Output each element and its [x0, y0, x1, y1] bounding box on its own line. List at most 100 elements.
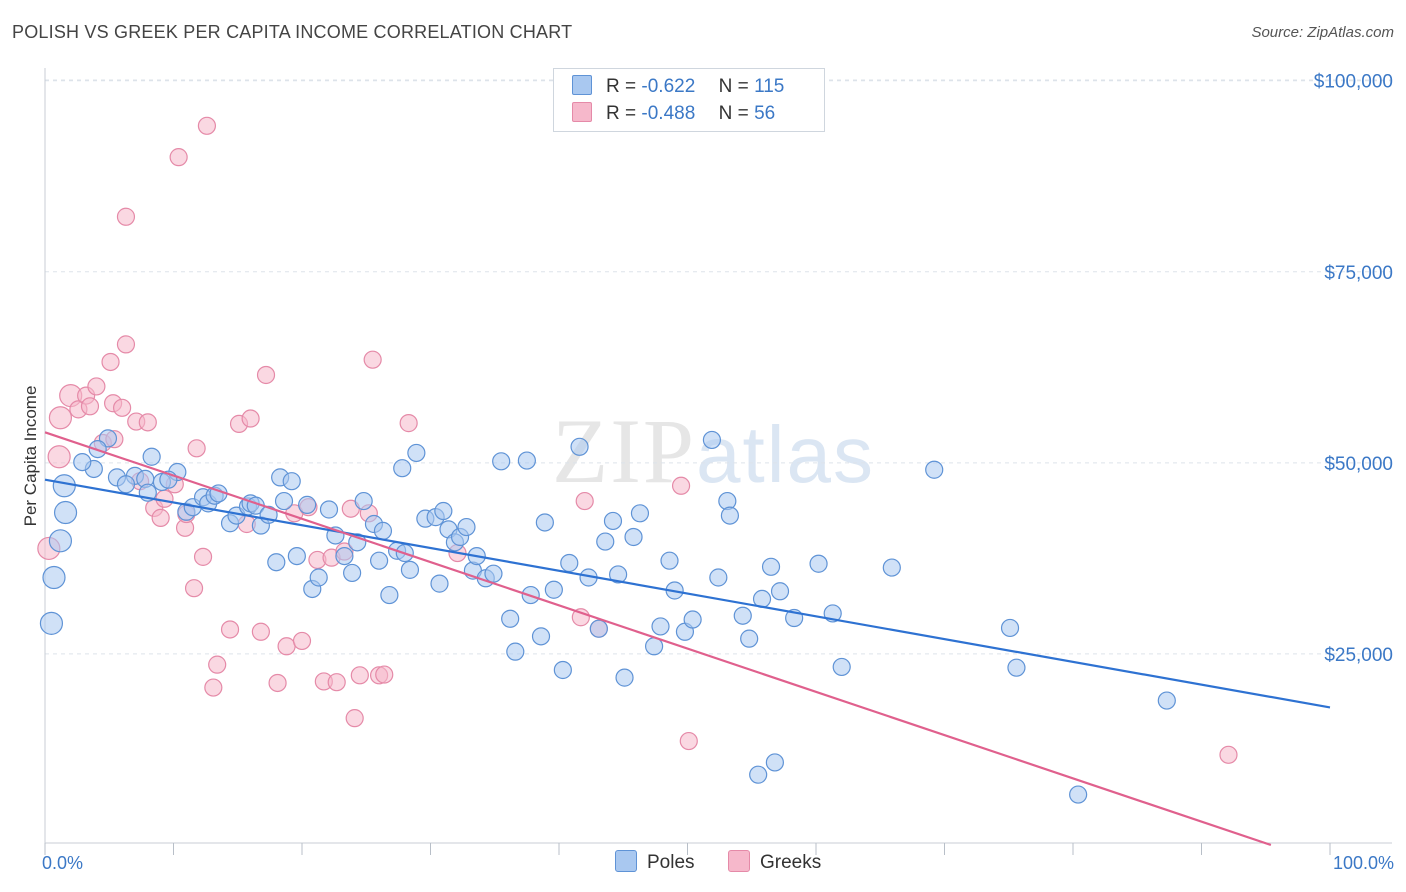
- poles-point: [733, 606, 752, 625]
- poles-point: [506, 642, 525, 661]
- tick-labels: $25,000 $50,000 $75,000 $100,000 0.0% 100.0%: [42, 72, 1394, 873]
- poles-swatch: [572, 75, 592, 95]
- legend-row-poles: R = -0.622 N = 115: [572, 75, 784, 101]
- poles-point: [434, 501, 453, 521]
- poles-point: [39, 611, 64, 635]
- legend-greeks-r-label: R =: [606, 103, 637, 124]
- poles-point: [380, 585, 399, 605]
- greeks-point: [101, 352, 120, 372]
- legend-poles-r-value: -0.622: [641, 76, 696, 97]
- greeks-point: [48, 406, 73, 430]
- greeks-point: [138, 413, 157, 432]
- greeks-point: [47, 445, 71, 469]
- y-tick-label: $50,000: [1324, 454, 1393, 475]
- poles-point: [319, 500, 339, 519]
- poles-point: [492, 452, 511, 471]
- greeks-point: [112, 398, 132, 417]
- legend-poles-r-label: R =: [606, 76, 637, 97]
- poles-point: [809, 554, 828, 573]
- y-axis-label: Per Capita Income: [21, 386, 40, 527]
- poles-point: [596, 532, 615, 551]
- greeks-point: [87, 377, 106, 396]
- greeks-point: [193, 547, 213, 566]
- poles-point: [660, 551, 679, 570]
- poles-point: [531, 627, 551, 646]
- legend-greeks-label: Greeks: [760, 852, 822, 873]
- poles-point: [709, 568, 728, 587]
- source-label: Source: ZipAtlas.com: [1251, 24, 1394, 41]
- poles-point: [702, 430, 722, 450]
- x-tick-label-min: 0.0%: [42, 853, 83, 873]
- legend-poles-n-label: N =: [718, 76, 749, 97]
- poles-point: [749, 765, 768, 784]
- y-tick-label: $75,000: [1324, 263, 1393, 284]
- poles-point: [142, 447, 161, 466]
- greeks-point: [1219, 745, 1238, 764]
- greeks-point: [671, 476, 691, 495]
- poles-point: [335, 546, 354, 566]
- poles-point: [343, 563, 362, 583]
- poles-point: [309, 568, 328, 587]
- greeks-legend-swatch: [728, 850, 750, 872]
- greeks-point: [169, 148, 188, 167]
- poles-point: [1157, 691, 1176, 710]
- poles-point: [925, 460, 944, 479]
- greeks-point: [375, 665, 394, 684]
- poles-point: [720, 506, 740, 525]
- trend-lines: [44, 431, 1331, 847]
- poles-point: [370, 551, 389, 570]
- poles-point: [630, 504, 650, 523]
- poles-point: [430, 574, 449, 593]
- poles-point: [570, 437, 589, 456]
- poles-point: [615, 668, 634, 687]
- legend-greeks-n-label: N =: [718, 103, 749, 124]
- greeks-point: [251, 622, 270, 641]
- poles-point: [267, 553, 286, 572]
- poles-point: [298, 495, 317, 514]
- axes: [44, 68, 1392, 855]
- poles-point: [683, 610, 702, 629]
- poles-point: [373, 521, 393, 540]
- greeks-point: [575, 491, 594, 511]
- legend-poles-label: Poles: [647, 852, 695, 873]
- greeks-point: [197, 116, 217, 135]
- poles-point: [740, 629, 759, 648]
- poles-point: [609, 565, 628, 584]
- poles-legend-swatch: [615, 850, 637, 872]
- greeks-point: [327, 673, 346, 692]
- poles-point: [1000, 618, 1020, 638]
- poles-point: [484, 564, 503, 583]
- poles-point: [1069, 785, 1088, 804]
- greeks-point: [220, 620, 240, 639]
- poles-point: [287, 546, 306, 566]
- poles-point: [535, 513, 554, 532]
- greeks-point: [350, 666, 369, 685]
- greeks-point: [399, 414, 418, 433]
- greeks-point: [268, 673, 287, 693]
- legend-item-greeks[interactable]: Greeks: [728, 850, 821, 874]
- poles-point: [501, 609, 520, 628]
- greeks-trend-line: [44, 431, 1272, 847]
- legend-item-poles[interactable]: Poles: [615, 850, 695, 874]
- poles-point: [400, 560, 420, 579]
- greeks-point: [208, 655, 227, 674]
- poles-point: [407, 443, 426, 463]
- poles-point: [42, 565, 66, 590]
- greeks-point: [679, 731, 698, 751]
- poles-point: [761, 557, 781, 576]
- poles-point: [553, 660, 572, 680]
- poles-trend-line: [44, 478, 1331, 709]
- greeks-point: [363, 350, 382, 369]
- poles-point: [457, 517, 476, 537]
- watermark-atlas: atlas: [696, 410, 875, 499]
- chart-title: POLISH VS GREEK PER CAPITA INCOME CORREL…: [12, 22, 573, 42]
- greeks-point: [80, 397, 100, 416]
- poles-point: [393, 459, 412, 478]
- poles-point: [53, 500, 78, 525]
- legend-greeks-n-value: 56: [754, 103, 776, 124]
- poles-point: [354, 491, 373, 511]
- greeks-point: [277, 637, 296, 656]
- poles-point: [770, 582, 790, 601]
- greeks-point: [151, 508, 170, 527]
